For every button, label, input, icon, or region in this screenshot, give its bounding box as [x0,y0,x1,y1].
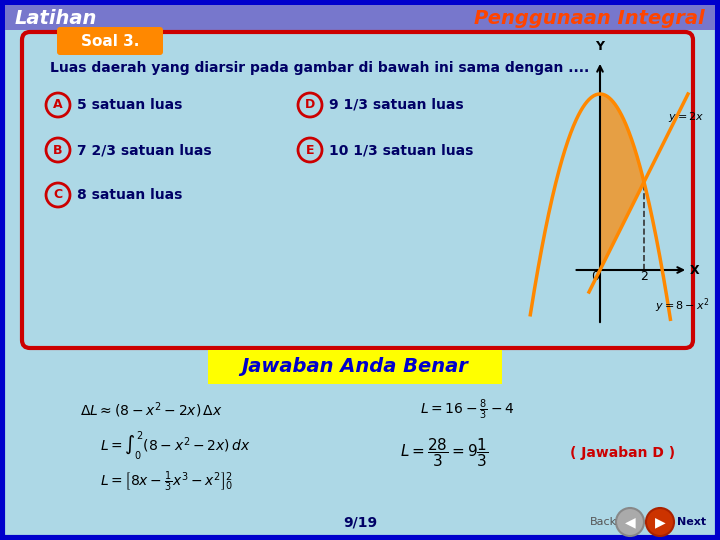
Text: E: E [306,144,314,157]
Text: B: B [53,144,63,157]
Text: 8 satuan luas: 8 satuan luas [77,188,182,202]
Text: $L = 16 - \frac{8}{3} - 4$: $L = 16 - \frac{8}{3} - 4$ [420,398,514,422]
Circle shape [46,183,70,207]
Circle shape [616,508,644,536]
Text: Luas daerah yang diarsir pada gambar di bawah ini sama dengan ....: Luas daerah yang diarsir pada gambar di … [50,61,589,75]
Text: Penggunaan Integral: Penggunaan Integral [474,9,705,28]
Polygon shape [600,94,644,270]
Circle shape [646,508,674,536]
Text: A: A [53,98,63,111]
Text: 2: 2 [640,270,648,283]
Text: $L = \int_0^2 (8 - x^2 - 2x)\,dx$: $L = \int_0^2 (8 - x^2 - 2x)\,dx$ [100,429,251,462]
Text: 9/19: 9/19 [343,515,377,529]
FancyBboxPatch shape [3,3,717,537]
Text: $L = \dfrac{28}{3} = 9\dfrac{1}{3}$: $L = \dfrac{28}{3} = 9\dfrac{1}{3}$ [400,437,489,469]
Text: ▶: ▶ [654,515,665,529]
Text: $\Delta L \approx (8 - x^2 - 2x)\,\Delta x$: $\Delta L \approx (8 - x^2 - 2x)\,\Delta… [80,400,222,420]
Circle shape [46,93,70,117]
Text: 0: 0 [591,270,599,283]
Text: Jawaban Anda Benar: Jawaban Anda Benar [242,357,469,376]
Text: 10 1/3 satuan luas: 10 1/3 satuan luas [329,143,473,157]
Text: 9 1/3 satuan luas: 9 1/3 satuan luas [329,98,464,112]
Text: Back: Back [590,517,617,527]
Text: ◀: ◀ [625,515,635,529]
Text: $L = \left[8x - \frac{1}{3}x^3 - x^2\right]_0^2$: $L = \left[8x - \frac{1}{3}x^3 - x^2\rig… [100,470,233,494]
Text: Latihan: Latihan [15,9,97,28]
Text: 7 2/3 satuan luas: 7 2/3 satuan luas [77,143,212,157]
Text: Next: Next [677,517,706,527]
Text: ( Jawaban D ): ( Jawaban D ) [570,446,675,460]
Text: Y: Y [595,40,605,53]
Text: C: C [53,188,63,201]
Text: X: X [690,264,700,276]
Circle shape [46,138,70,162]
Circle shape [298,93,322,117]
FancyBboxPatch shape [5,5,715,30]
FancyBboxPatch shape [208,350,502,384]
Text: $y = 8 - x^2$: $y = 8 - x^2$ [655,296,709,315]
FancyBboxPatch shape [22,32,693,348]
Text: Soal 3.: Soal 3. [81,33,139,49]
Circle shape [298,138,322,162]
Text: $y = 2x$: $y = 2x$ [668,110,704,124]
FancyBboxPatch shape [57,27,163,55]
Text: 5 satuan luas: 5 satuan luas [77,98,182,112]
Text: D: D [305,98,315,111]
